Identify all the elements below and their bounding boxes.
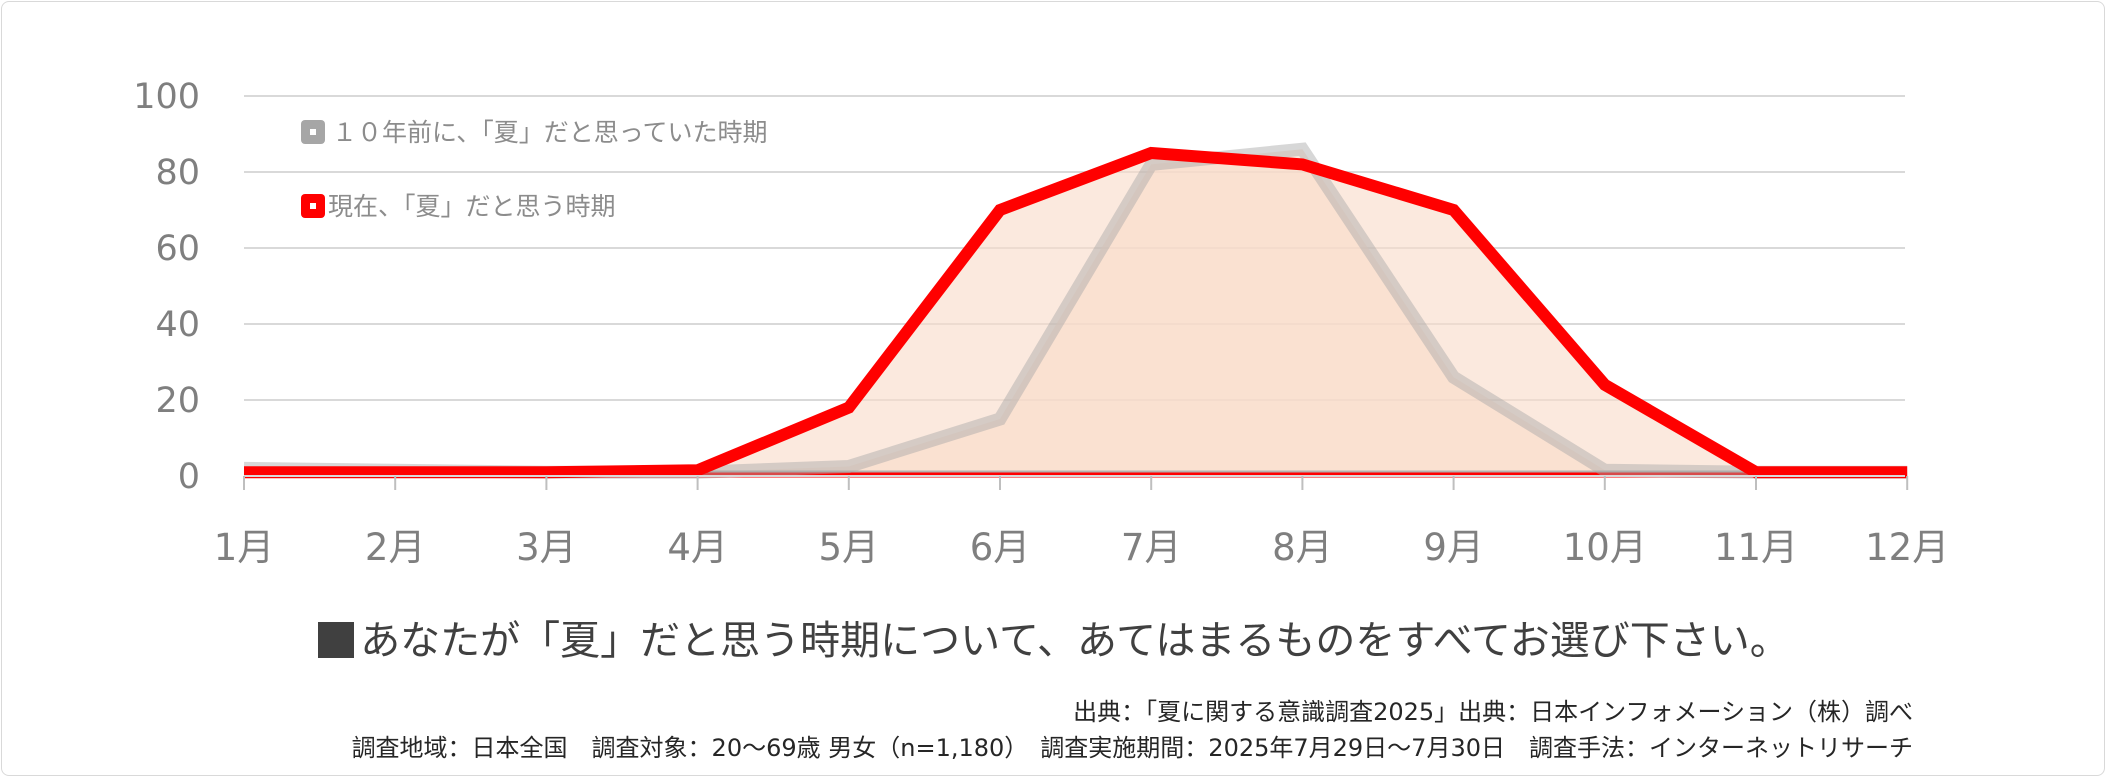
x-tick-label: 1月 bbox=[214, 526, 275, 569]
x-tick-label: 9月 bbox=[1423, 526, 1484, 569]
x-tick-label: 8月 bbox=[1272, 526, 1333, 569]
y-tick-label: 60 bbox=[155, 229, 200, 269]
footnotes: 出典：「夏に関する意識調査2025」出典：日本インフォメーション（株）調べ 調査… bbox=[352, 694, 1913, 766]
square-bullet-icon bbox=[318, 622, 355, 658]
legend-swatch-dot-1 bbox=[310, 203, 316, 209]
area-layer bbox=[244, 149, 1908, 476]
x-tick-label: 10月 bbox=[1563, 526, 1647, 569]
x-tick-label: 6月 bbox=[970, 526, 1031, 569]
x-tick-label: 7月 bbox=[1121, 526, 1182, 569]
x-tick-label: 12月 bbox=[1865, 526, 1949, 569]
y-tick-label: 20 bbox=[155, 381, 200, 421]
source-note: 出典：「夏に関する意識調査2025」出典：日本インフォメーション（株）調べ bbox=[1073, 698, 1913, 726]
question-text: あなたが「夏」だと思う時期について、あてはまるものをすべてお選び下さい。 bbox=[360, 618, 1790, 664]
x-tick-label: 3月 bbox=[516, 526, 577, 569]
y-tick-label: 0 bbox=[178, 457, 200, 497]
legend-label-1: 現在、「夏」だと思う時期 bbox=[328, 192, 616, 221]
axis-layer: 0 20 40 60 80 100 1月 2月 3月 4月 5月 6月 7月 8月 9月 10月 11月 12月 bbox=[133, 77, 1949, 569]
survey-question: あなたが「夏」だと思う時期について、あてはまるものをすべてお選び下さい。 bbox=[0, 608, 2108, 666]
x-tick-label: 11月 bbox=[1714, 526, 1798, 569]
y-tick-label: 40 bbox=[155, 305, 200, 345]
survey-details-note: 調査地域：日本全国 調査対象：20～69歳 男女（n=1,180） 調査実施期間… bbox=[351, 734, 1913, 762]
series-line-1 bbox=[244, 146, 1908, 479]
x-tick-label: 5月 bbox=[819, 526, 880, 569]
area-fill-series-1 bbox=[244, 153, 1908, 476]
legend-swatch-dot-0 bbox=[310, 129, 316, 135]
x-tick-label: 2月 bbox=[365, 526, 426, 569]
x-tick-label: 4月 bbox=[667, 526, 728, 569]
y-tick-label: 100 bbox=[133, 77, 200, 117]
legend-label-0: １０年前に、「夏」だと思っていた時期 bbox=[332, 118, 768, 147]
y-tick-label: 80 bbox=[155, 153, 200, 193]
